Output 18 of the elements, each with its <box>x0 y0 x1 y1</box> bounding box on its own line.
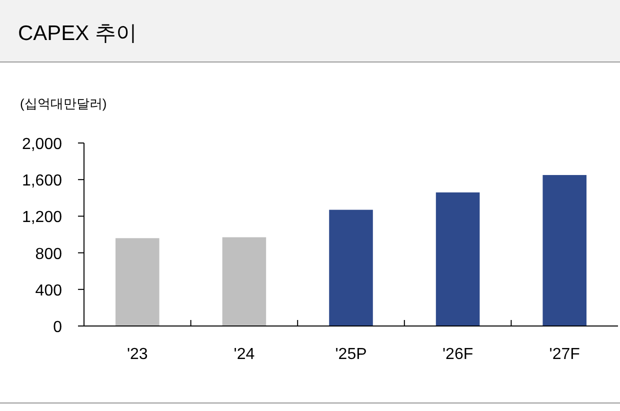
y-tick-label: 1,600 <box>22 172 62 190</box>
y-tick-label: 2,000 <box>22 136 62 153</box>
x-tick-label: '25P <box>335 346 367 363</box>
y-tick-label: 800 <box>35 246 62 263</box>
bar <box>436 192 480 326</box>
chart-title: CAPEX 추이 <box>18 22 138 45</box>
x-tick-label: '24 <box>234 346 255 363</box>
bar <box>542 175 586 326</box>
bar <box>329 210 373 326</box>
x-tick-label: '26F <box>442 346 474 363</box>
y-tick-label: 0 <box>53 319 62 336</box>
y-tick-label: 400 <box>35 282 62 300</box>
bar <box>116 238 160 326</box>
y-axis-title: (십억대만달러) <box>20 96 107 111</box>
x-tick-label: '27F <box>549 346 580 363</box>
y-tick-label: 1,200 <box>22 209 62 226</box>
x-tick-label: '23 <box>126 346 148 363</box>
bar <box>222 237 266 326</box>
